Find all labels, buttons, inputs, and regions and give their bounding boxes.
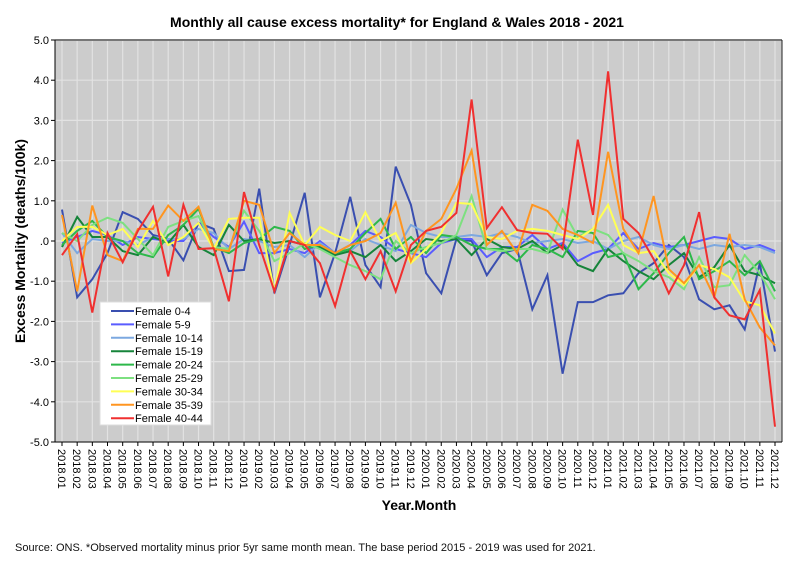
y-tick-label: -5.0 [30,437,49,449]
y-tick-label: 5.0 [34,35,49,47]
y-tick-label: .0 [40,236,49,248]
x-tick-label: 2019.11 [389,449,401,488]
x-tick-label: 2021.09 [722,449,734,489]
x-tick-label: 2019.12 [404,449,416,489]
y-axis-title: Excess Mortality (deaths/100k) [12,139,28,343]
x-tick-label: 2019.10 [374,449,386,489]
y-tick-label: -1.0 [30,276,49,288]
x-tick-label: 2018.08 [161,449,173,489]
chart-title: Monthly all cause excess mortality* for … [170,14,624,30]
legend-label: Female 15-19 [135,346,203,358]
y-tick-label: -4.0 [30,397,49,409]
x-tick-label: 2018.09 [176,449,188,489]
x-tick-label: 2019.06 [313,449,325,489]
x-tick-label: 2021.03 [631,449,643,489]
legend-label: Female 10-14 [135,333,203,345]
x-tick-label: 2018.11 [207,449,219,488]
x-tick-label: 2018.04 [101,449,113,489]
x-tick-label: 2018.07 [146,449,158,489]
x-tick-label: 2018.03 [85,449,97,489]
x-tick-label: 2020.01 [419,449,431,489]
x-tick-label: 2021.11 [753,449,765,488]
legend-label: Female 0-4 [135,306,191,318]
x-tick-label: 2020.05 [480,449,492,489]
x-tick-label: 2021.10 [738,449,750,489]
x-tick-label: 2021.06 [677,449,689,489]
x-tick-label: 2020.09 [540,449,552,489]
legend-label: Female 20-24 [135,360,203,372]
x-axis-title: Year.Month [382,497,457,513]
x-tick-label: 2020.11 [571,449,583,488]
x-tick-label: 2018.02 [70,449,82,489]
x-tick-label: 2020.08 [525,449,537,489]
legend-label: Female 25-29 [135,373,203,385]
y-tick-label: 2.0 [34,156,49,168]
x-tick-label: 2019.03 [267,449,279,489]
source-note: Source: ONS. *Observed mortality minus p… [15,542,596,554]
x-tick-label: 2021.12 [768,449,780,489]
x-tick-label: 2018.05 [116,449,128,489]
series-line-female-25-29 [61,192,776,300]
series-line-female-40-44 [61,71,776,427]
x-tick-label: 2019.04 [283,449,295,489]
y-tick-label: 4.0 [34,75,49,87]
x-tick-label: 2021.07 [692,449,704,489]
x-tick-label: 2020.07 [510,449,522,489]
x-tick-label: 2021.05 [662,449,674,489]
x-tick-label: 2020.12 [586,449,598,489]
x-tick-label: 2020.02 [434,449,446,489]
x-tick-label: 2021.04 [647,449,659,489]
legend-label: Female 30-34 [135,386,203,398]
y-tick-label: -2.0 [30,316,49,328]
x-tick-label: 2018.01 [55,449,67,489]
legend-label: Female 5-9 [135,319,191,331]
x-tick-label: 2020.10 [556,449,568,489]
x-tick-label: 2019.01 [237,449,249,489]
y-tick-label: 1.0 [34,196,49,208]
y-tick-label: -3.0 [30,357,49,369]
x-tick-label: 2019.09 [358,449,370,489]
x-tick-label: 2020.03 [449,449,461,489]
x-tick-label: 2018.10 [192,449,204,489]
x-tick-label: 2018.06 [131,449,143,489]
x-tick-label: 2021.01 [601,449,613,489]
x-tick-label: 2020.04 [465,449,477,489]
series-line-female-30-34 [61,201,776,334]
x-tick-label: 2018.12 [222,449,234,489]
legend-label: Female 40-44 [135,413,203,425]
x-tick-label: 2021.08 [707,449,719,489]
x-tick-label: 2019.05 [298,449,310,489]
x-tick-label: 2019.02 [252,449,264,489]
legend-label: Female 35-39 [135,400,203,412]
x-tick-label: 2019.08 [343,449,355,489]
y-tick-label: 3.0 [34,115,49,127]
x-tick-label: 2019.07 [328,449,340,489]
x-tick-label: 2020.06 [495,449,507,489]
x-tick-label: 2021.02 [616,449,628,489]
